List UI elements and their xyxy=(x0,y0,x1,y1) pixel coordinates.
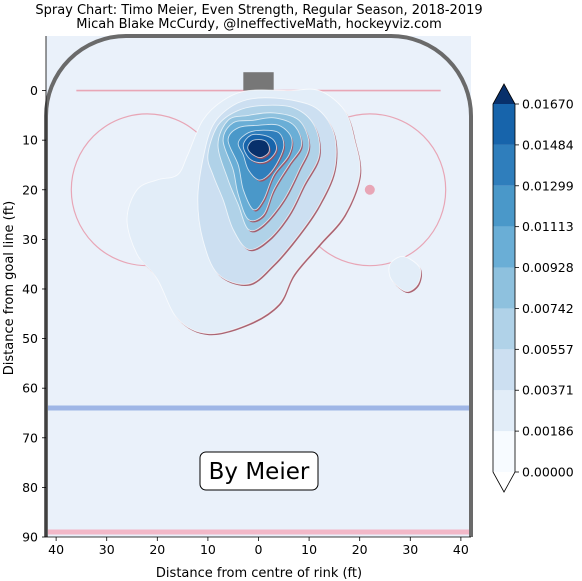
y-axis: 0 10 20 30 40 50 60 70 80 90 xyxy=(22,36,47,545)
y-axis-label: Distance from goal line (ft) xyxy=(2,201,17,375)
y-tick-label: 50 xyxy=(22,331,38,346)
colorbar-tick-label: 0.01299 xyxy=(522,178,574,193)
colorbar-tick-label: 0.01484 xyxy=(522,137,574,152)
colorbar-segment xyxy=(493,104,515,145)
plot-area xyxy=(44,34,473,537)
colorbar-segment xyxy=(493,431,515,472)
colorbar-tick-label: 0.00928 xyxy=(522,260,574,275)
x-tick-label: 30 xyxy=(99,542,115,557)
colorbar-tick-label: 0.00000 xyxy=(522,465,574,480)
y-tick-label: 90 xyxy=(22,530,38,545)
colorbar-segment xyxy=(493,267,515,309)
colorbar-tick-label: 0.01670 xyxy=(522,97,574,112)
y-tick-label: 30 xyxy=(22,232,38,247)
x-tick-label: 20 xyxy=(352,542,368,557)
colorbar-segment xyxy=(493,185,515,227)
chart-title: Spray Chart: Timo Meier, Even Strength, … xyxy=(35,3,482,18)
colorbar-segment xyxy=(493,390,515,432)
y-tick-label: 40 xyxy=(22,281,38,296)
colorbar: 0.00000 0.00186 0.00371 0.00557 0.00742 0.009… xyxy=(492,83,574,493)
x-tick-label: 30 xyxy=(402,542,418,557)
contour-level-1 xyxy=(388,256,422,292)
faceoff-dot-right xyxy=(364,184,375,195)
y-tick-label: 60 xyxy=(22,381,38,396)
x-axis: 40 30 20 10 0 10 20 30 40 xyxy=(46,536,471,557)
chart-subtitle: Micah Blake McCurdy, @IneffectiveMath, h… xyxy=(76,17,442,32)
colorbar-segment xyxy=(493,308,515,350)
colorbar-segment xyxy=(493,226,515,268)
x-tick-label: 40 xyxy=(453,542,469,557)
player-annotation-frame xyxy=(199,451,319,491)
y-tick-label: 20 xyxy=(22,182,38,197)
colorbar-extend-min xyxy=(493,472,515,492)
colorbar-segment xyxy=(493,144,515,186)
density-contours xyxy=(126,88,423,336)
contour-level-9 xyxy=(247,139,270,159)
x-tick-label: 40 xyxy=(48,542,64,557)
x-axis-label: Distance from centre of rink (ft) xyxy=(156,566,362,581)
x-tick-label: 10 xyxy=(200,542,216,557)
y-tick-label: 80 xyxy=(22,480,38,495)
y-tick-label: 10 xyxy=(22,133,38,148)
colorbar-tick-label: 0.00742 xyxy=(522,301,574,316)
y-tick-label: 0 xyxy=(30,83,38,98)
x-tick-label: 0 xyxy=(255,542,263,557)
colorbar-tick-label: 0.01113 xyxy=(522,219,574,234)
colorbar-tick-label: 0.00557 xyxy=(522,342,574,357)
goal-net xyxy=(243,72,274,91)
x-tick-label: 10 xyxy=(301,542,317,557)
y-tick-label: 70 xyxy=(22,430,38,445)
colorbar-tick-label: 0.00371 xyxy=(522,383,574,398)
colorbar-extend-max xyxy=(493,84,515,104)
x-tick-label: 20 xyxy=(149,542,165,557)
rink-boards xyxy=(44,34,473,537)
colorbar-tick-label: 0.00186 xyxy=(522,424,574,439)
player-annotation-box: By Meier xyxy=(199,451,319,491)
colorbar-segment xyxy=(493,349,515,391)
player-annotation: By Meier xyxy=(209,459,310,485)
